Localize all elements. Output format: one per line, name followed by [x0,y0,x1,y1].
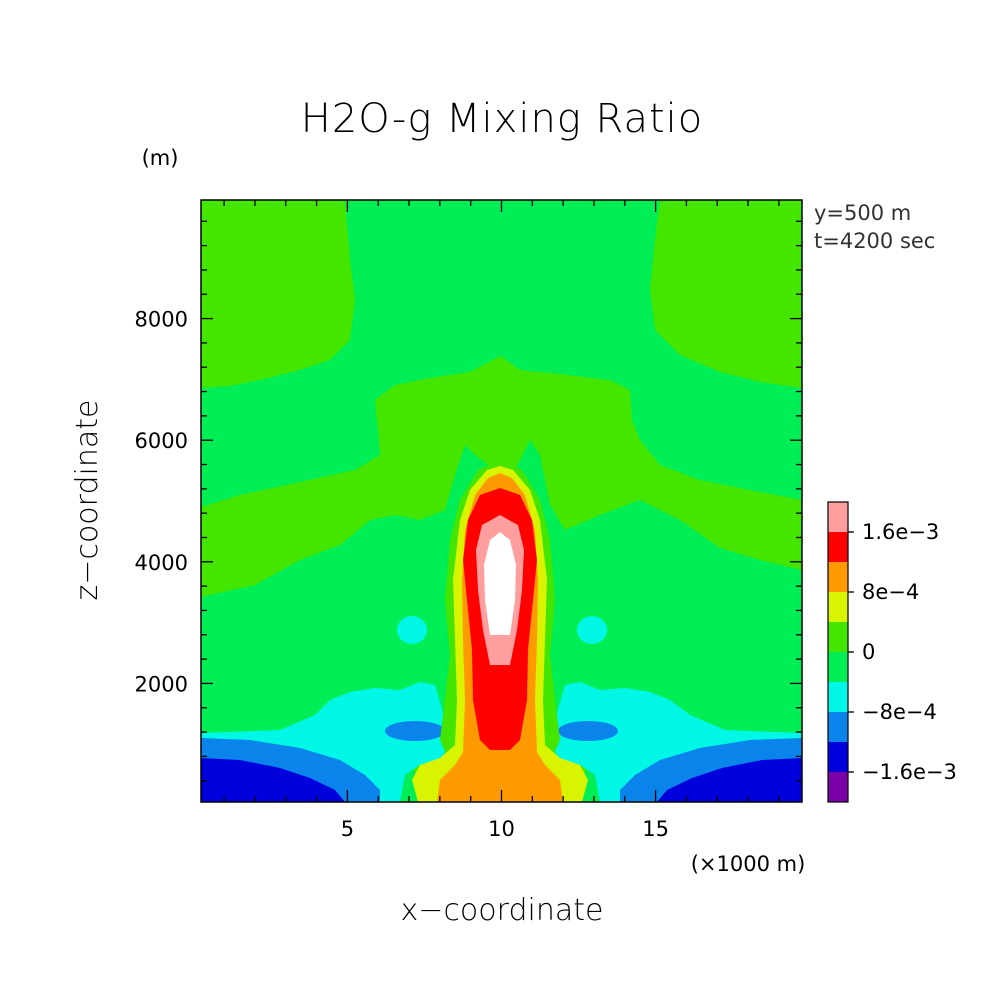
colorbar [827,501,854,803]
colorbar-label: 1.6e−3 [862,520,939,544]
band-darkblue-left [201,758,345,802]
chart-title: H2O-g Mixing Ratio [301,96,703,142]
colorbar-segment [828,742,848,772]
band-upper-left [201,200,355,388]
colorbar-label: −8e−4 [862,700,937,724]
axis-ticks [201,200,802,802]
y-tick-label: 6000 [135,429,188,453]
colorbar-labels: 1.6e−3 8e−4 0 −8e−4 −1.6e−3 [862,520,957,784]
colorbar-segment [828,622,848,652]
colorbar-label: 8e−4 [862,580,919,604]
x-axis-label: x−coordinate [401,893,604,928]
colorbar-segment [828,772,848,802]
colorbar-segment [828,532,848,562]
band-middle [201,356,802,597]
colorbar-segment [828,562,848,592]
y-tick-label: 4000 [135,551,188,575]
colorbar-segment [828,592,848,622]
band-blue-blob-right [558,721,618,741]
annotation-t: t=4200 sec [814,229,935,253]
colorbar-label: −1.6e−3 [862,760,957,784]
x-tick-label: 5 [341,817,354,841]
band-cyan-blob-left [397,616,427,644]
colorbar-segment [828,712,848,742]
y-axis-label: z−coordinate [70,400,105,601]
colorbar-segment [828,682,848,712]
y-tick-label: 8000 [135,308,188,332]
annotation-y: y=500 m [814,201,911,225]
x-unit-label: (×1000 m) [691,852,806,876]
colorbar-segment [828,652,848,682]
colorbar-segment [828,502,848,532]
y-tick-label: 2000 [135,672,188,696]
band-plume-white [484,532,516,635]
colorbar-label: 0 [862,640,875,664]
band-blue-blob-left [385,721,445,741]
band-darkblue-right [657,758,802,802]
contour-bands [201,200,802,802]
y-unit-label: (m) [142,146,179,170]
band-upper-right [650,200,802,388]
x-tick-label: 10 [488,817,515,841]
x-tick-label: 15 [642,817,669,841]
tick-labels: 5 10 15 2000 4000 6000 8000 [135,308,669,841]
band-cyan-blob-right [577,616,607,644]
